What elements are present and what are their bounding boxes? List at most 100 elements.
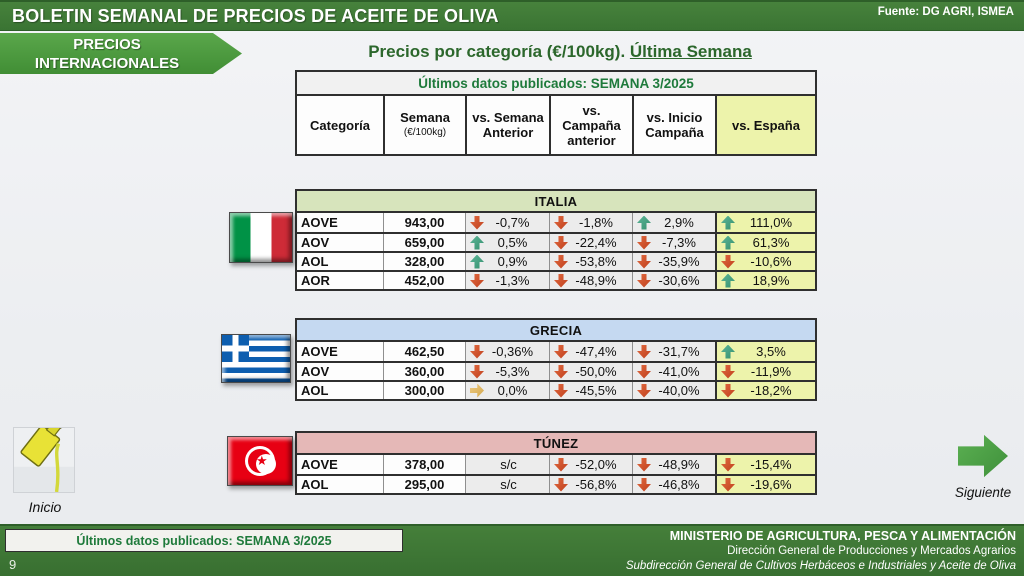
page-number: 9	[9, 557, 17, 572]
pct-cell: 3,5%	[715, 342, 815, 361]
pct-value: 2,9%	[664, 215, 694, 230]
pct-value: -40,0%	[658, 383, 700, 398]
down-arrow-icon	[470, 364, 484, 379]
direccion-general: Dirección General de Producciones y Merc…	[727, 545, 1016, 557]
down-arrow-icon	[554, 364, 568, 379]
week-price: 295,00	[383, 476, 465, 493]
down-arrow-icon	[554, 254, 568, 269]
down-arrow-icon	[637, 344, 651, 359]
pct-value: -52,0%	[575, 457, 617, 472]
down-arrow-icon	[637, 477, 651, 492]
pct-cell: 0,0%	[465, 382, 549, 399]
pct-cell: 18,9%	[715, 272, 815, 289]
siguiente-label[interactable]: Siguiente	[954, 485, 1012, 500]
olive-oil-image[interactable]	[13, 427, 75, 493]
greece-flag-icon	[221, 334, 291, 383]
up-arrow-icon	[470, 235, 484, 250]
pct-value: 0,0%	[497, 383, 528, 398]
ministry-block: MINISTERIO DE AGRICULTURA, PESCA Y ALIME…	[626, 529, 1016, 574]
down-arrow-icon	[470, 344, 484, 359]
pct-cell: 2,9%	[632, 213, 715, 232]
banner-line1: PRECIOS	[73, 35, 141, 53]
next-arrow-button[interactable]	[958, 434, 1008, 478]
tunisia-star-icon: ★	[256, 453, 268, 468]
price-row-italia-aov: AOV 659,00 0,5% -22,4% -7,3% 61,3%	[297, 232, 815, 251]
pct-value: 61,3%	[752, 235, 790, 250]
pct-cell: s/c	[465, 455, 549, 474]
pct-cell: -19,6%	[715, 476, 815, 493]
pct-value: -1,8%	[579, 215, 613, 230]
week-price: 328,00	[383, 253, 465, 270]
pct-value: -48,9%	[658, 457, 700, 472]
pct-cell: -18,2%	[715, 382, 815, 399]
pct-value: -18,2%	[750, 383, 792, 398]
down-arrow-icon	[554, 273, 568, 288]
pct-value: -35,9%	[658, 254, 700, 269]
pct-value: -11,9%	[750, 364, 792, 379]
footer-bar: Últimos datos publicados: SEMANA 3/2025 …	[0, 524, 1024, 576]
down-arrow-icon	[721, 364, 735, 379]
pct-cell: -48,9%	[632, 455, 715, 474]
bulletin-title: BOLETIN SEMANAL DE PRECIOS DE ACEITE DE …	[12, 5, 499, 26]
col-vs-espana: vs. España	[715, 96, 815, 154]
pct-cell: 111,0%	[715, 213, 815, 232]
country-band-tunez: TÚNEZ	[297, 433, 815, 455]
pct-cell: -50,0%	[549, 363, 632, 380]
pct-value: 0,5%	[497, 235, 528, 250]
week-price: 360,00	[383, 363, 465, 380]
down-arrow-icon	[554, 344, 568, 359]
category-label: AOV	[297, 363, 383, 380]
country-band-italia: ITALIA	[297, 191, 815, 213]
tunisia-flag-disc: ★	[245, 446, 276, 476]
col-categoria: Categoría	[297, 96, 383, 154]
col-semana: Semana (€/100kg)	[383, 96, 465, 154]
inicio-label[interactable]: Inicio	[28, 499, 62, 515]
pct-cell: -56,8%	[549, 476, 632, 493]
down-arrow-icon	[637, 457, 651, 472]
page-title-underlined: Última Semana	[629, 42, 752, 61]
pct-cell: -0,7%	[465, 213, 549, 232]
category-label: AOL	[297, 382, 383, 399]
down-arrow-icon	[554, 477, 568, 492]
category-label: AOVE	[297, 213, 383, 232]
down-arrow-icon	[554, 383, 568, 398]
banner-line2: INTERNACIONALES	[34, 54, 180, 72]
pct-value: 18,9%	[752, 273, 790, 288]
price-row-italia-aove: AOVE 943,00 -0,7% -1,8% 2,9% 111,0%	[297, 213, 815, 232]
pct-cell: 61,3%	[715, 234, 815, 251]
published-week-label: Últimos datos publicados: SEMANA 3/2025	[297, 72, 815, 96]
price-row-grecia-aove: AOVE 462,50 -0,36% -47,4% -31,7% 3,5%	[297, 342, 815, 361]
down-arrow-icon	[637, 383, 651, 398]
category-label: AOVE	[297, 342, 383, 361]
up-arrow-icon	[721, 344, 735, 359]
pct-value: -48,9%	[575, 273, 617, 288]
country-table-tunez: TÚNEZ AOVE 378,00 s/c -52,0% -48,9% -15,4% AOL 2…	[295, 431, 817, 495]
price-row-grecia-aov: AOV 360,00 -5,3% -50,0% -41,0% -11,9%	[297, 361, 815, 380]
italy-flag-icon	[229, 212, 293, 263]
pct-cell: -53,8%	[549, 253, 632, 270]
greece-flag-canton	[222, 335, 249, 362]
down-arrow-icon	[554, 457, 568, 472]
pct-value: -56,8%	[575, 477, 617, 492]
ministry-name: MINISTERIO DE AGRICULTURA, PESCA Y ALIME…	[669, 529, 1016, 543]
week-price: 300,00	[383, 382, 465, 399]
pct-cell: -10,6%	[715, 253, 815, 270]
pct-value: -5,3%	[495, 364, 530, 379]
week-price: 943,00	[383, 213, 465, 232]
down-arrow-icon	[637, 364, 651, 379]
pct-value: -22,4%	[575, 235, 617, 250]
country-table-italia: ITALIA AOVE 943,00 -0,7% -1,8% 2,9% 111,0% AOV 6…	[295, 189, 817, 291]
down-arrow-icon	[721, 457, 735, 472]
siguiente-nav: Siguiente	[948, 432, 1018, 500]
pct-cell: -0,36%	[465, 342, 549, 361]
category-label: AOL	[297, 253, 383, 270]
column-header-row: Categoría Semana (€/100kg) vs. Semana Ant…	[297, 96, 815, 154]
right-arrow-icon	[470, 383, 484, 398]
week-price: 452,00	[383, 272, 465, 289]
pct-value: -7,3%	[662, 235, 696, 250]
price-row-italia-aor: AOR 452,00 -1,3% -48,9% -30,6% 18,9%	[297, 270, 815, 289]
footer-published-box: Últimos datos publicados: SEMANA 3/2025	[5, 529, 403, 552]
category-label: AOV	[297, 234, 383, 251]
down-arrow-icon	[721, 383, 735, 398]
